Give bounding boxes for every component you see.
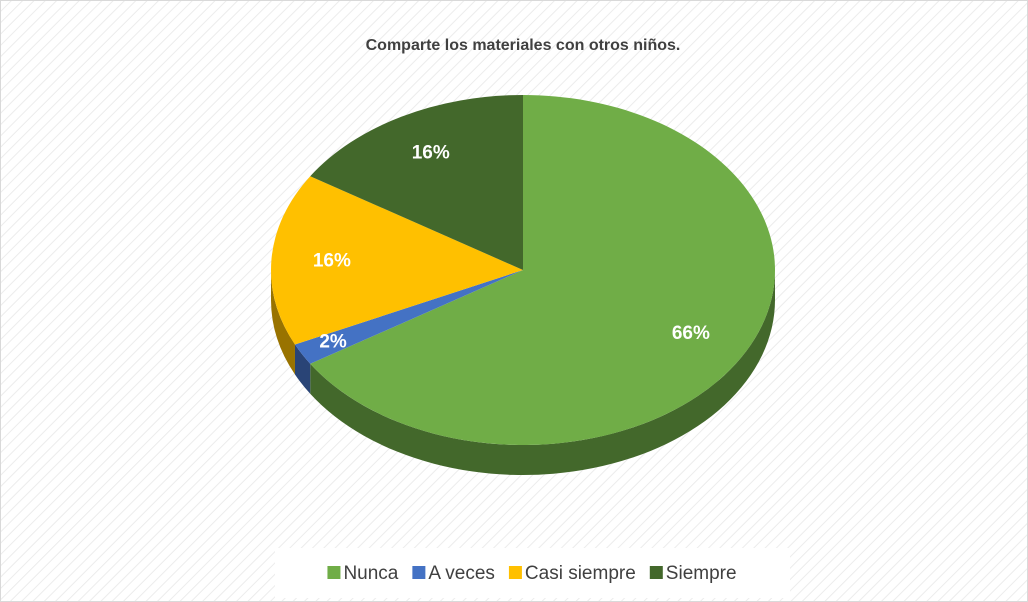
legend-swatch [327, 566, 341, 579]
chart-title: Comparte los materiales con otros niños. [366, 37, 681, 54]
legend-box [275, 548, 790, 598]
legend-label: A veces [428, 563, 495, 584]
slice-side [294, 344, 311, 394]
legend: Nunca A veces Casi siempre Siempre [327, 563, 737, 584]
data-label: 2% [319, 332, 347, 353]
legend-swatch [649, 566, 663, 579]
slice [294, 270, 523, 364]
slice-side [271, 270, 295, 375]
legend-label: Nunca [343, 563, 398, 584]
data-label: 16% [412, 142, 450, 163]
slice-side [310, 270, 776, 476]
slice [310, 95, 523, 270]
legend-swatch [412, 566, 426, 579]
slice [271, 176, 523, 345]
legend-swatch [508, 566, 522, 579]
data-label: 66% [672, 323, 710, 344]
data-label: 16% [313, 251, 351, 272]
legend-label: Siempre [666, 563, 737, 584]
legend-label: Casi siempre [525, 563, 636, 584]
slice [310, 95, 775, 446]
